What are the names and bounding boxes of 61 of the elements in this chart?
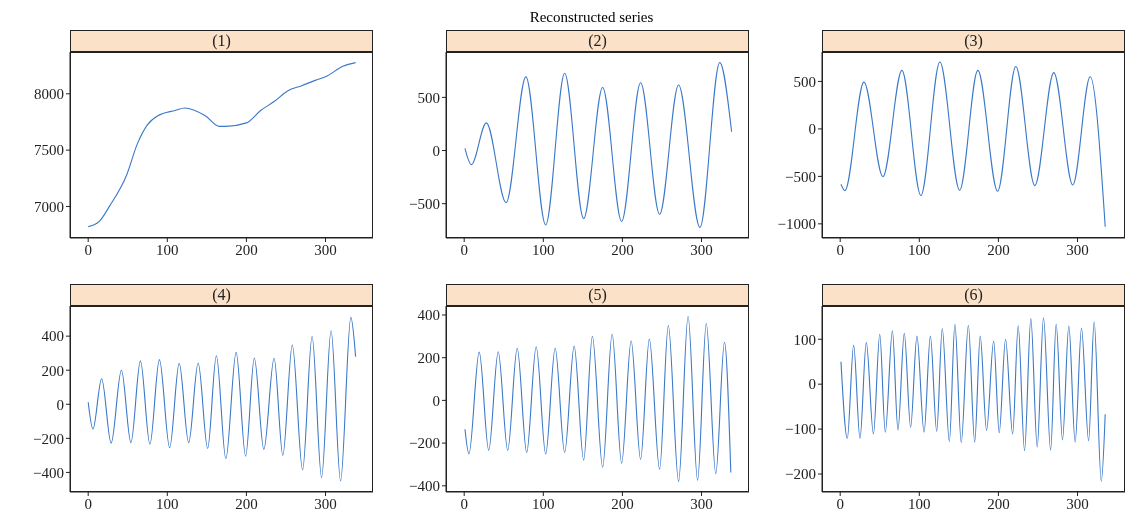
x-tick-label: 200 <box>987 241 1010 258</box>
x-tick-label: 0 <box>84 241 92 258</box>
y-tick-label: 7500 <box>34 142 64 159</box>
x-tick-label: 100 <box>908 495 931 512</box>
line-series <box>840 61 1106 228</box>
x-tick-label: 0 <box>460 495 468 512</box>
line-series <box>464 315 732 482</box>
y-tick-label: 400 <box>41 328 64 345</box>
x-tick-label: 0 <box>836 241 844 258</box>
line-series <box>464 62 733 228</box>
chart-title: (6) <box>822 284 1125 306</box>
text: Reconstructed series <box>529 9 654 25</box>
x-tick-label: 0 <box>84 495 92 512</box>
y-tick-label: 400 <box>417 307 440 324</box>
y-tick-label: 500 <box>793 73 816 90</box>
y-tick-label: 0 <box>808 121 816 138</box>
y-tick-label: 200 <box>417 350 440 366</box>
y-tick-label: 8000 <box>34 86 64 103</box>
chart-title: (5) <box>446 284 749 306</box>
y-tick-label: −400 <box>33 464 64 481</box>
chart-title: (2) <box>446 30 749 52</box>
line-series <box>87 316 357 482</box>
x-tick-label: 300 <box>314 495 337 512</box>
x-tick-label: 200 <box>235 241 258 258</box>
x-tick-label: 200 <box>611 495 634 512</box>
y-tick-label: 7000 <box>34 198 64 215</box>
y-tick-label: −200 <box>409 435 440 452</box>
y-tick-label: 100 <box>793 331 816 348</box>
x-tick-label: 300 <box>690 241 713 258</box>
y-tick-label: 0 <box>56 396 64 413</box>
chart-title: (3) <box>822 30 1125 52</box>
x-tick-label: 300 <box>314 241 337 258</box>
line-series <box>840 317 1106 482</box>
x-tick-label: 100 <box>908 241 931 258</box>
y-tick-label: 200 <box>41 362 64 379</box>
x-tick-label: 0 <box>836 495 844 512</box>
chart-title: (4) <box>70 284 373 306</box>
x-tick-label: 100 <box>532 495 555 512</box>
x-tick-label: 300 <box>690 495 713 512</box>
x-tick-label: 100 <box>532 241 555 258</box>
x-tick-label: 200 <box>987 495 1010 512</box>
x-tick-label: 100 <box>156 241 179 258</box>
y-tick-label: 500 <box>417 89 440 106</box>
x-tick-label: 200 <box>611 241 634 258</box>
x-tick-label: 100 <box>156 495 179 512</box>
y-tick-label: −500 <box>785 168 816 185</box>
x-tick-label: 0 <box>460 241 468 258</box>
line-series <box>87 62 357 228</box>
y-tick-label: −500 <box>409 195 440 212</box>
y-tick-label: 0 <box>432 392 440 409</box>
y-tick-label: 0 <box>808 376 816 393</box>
y-tick-label: −200 <box>785 466 816 483</box>
y-tick-label: −1000 <box>777 216 816 233</box>
y-tick-label: −200 <box>33 430 64 447</box>
y-tick-label: −400 <box>409 478 440 495</box>
y-tick-label: 0 <box>432 142 440 159</box>
x-tick-label: 300 <box>1066 241 1089 258</box>
chart-title: (1) <box>70 30 373 52</box>
y-tick-label: −100 <box>785 421 816 438</box>
x-tick-label: 200 <box>235 495 258 512</box>
x-tick-label: 300 <box>1066 495 1089 512</box>
